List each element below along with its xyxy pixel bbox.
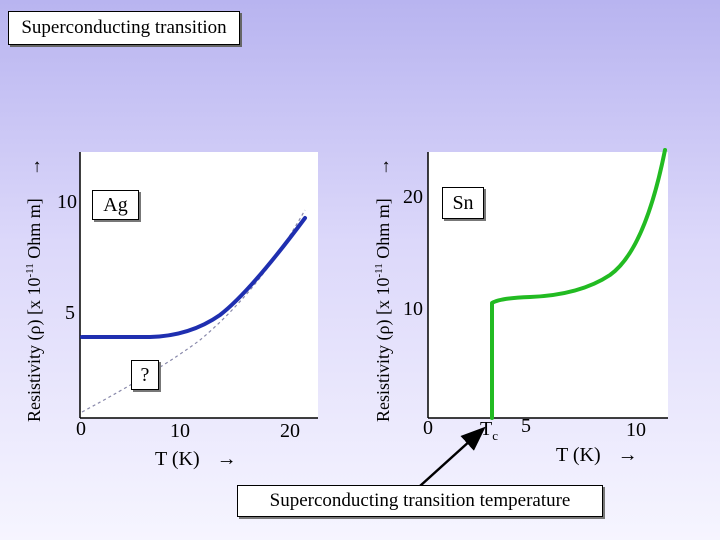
ag-resistivity-curve bbox=[80, 216, 307, 339]
tc-annotation-arrow bbox=[419, 426, 486, 487]
ag-xtick-20: 20 bbox=[280, 420, 300, 442]
tc-annotation-label: Superconducting transition temperature bbox=[237, 485, 603, 517]
question-mark-label: ? bbox=[131, 360, 159, 390]
ag-ytick-5: 5 bbox=[65, 302, 75, 324]
sn-resistivity-curve bbox=[490, 148, 667, 420]
ag-material-label: Ag bbox=[92, 190, 139, 220]
ag-xtick-10: 10 bbox=[170, 420, 190, 442]
ag-y-axis-label: Resistivity (ρ) [x 10-11 Ohm m] → bbox=[24, 157, 44, 422]
sn-ytick-10: 10 bbox=[403, 298, 423, 320]
page-title: Superconducting transition bbox=[8, 11, 240, 45]
ag-dashed-extrapolation bbox=[81, 209, 306, 413]
sn-y-axis-label: Resistivity (ρ) [x 10-11 Ohm m] → bbox=[373, 157, 393, 422]
sn-xtick-5: 5 bbox=[521, 415, 531, 437]
ag-ytick-10: 10 bbox=[57, 191, 77, 213]
sn-material-label: Sn bbox=[442, 187, 484, 219]
ag-xtick-0: 0 bbox=[76, 418, 86, 440]
sn-ytick-20: 20 bbox=[403, 186, 423, 208]
sn-xtick-0: 0 bbox=[423, 417, 433, 439]
tc-tick-label: Tc bbox=[480, 418, 498, 443]
sn-xtick-10: 10 bbox=[626, 419, 646, 441]
ag-x-axis-label: T (K) → bbox=[155, 448, 237, 470]
sn-x-axis-label: T (K) → bbox=[556, 444, 638, 466]
